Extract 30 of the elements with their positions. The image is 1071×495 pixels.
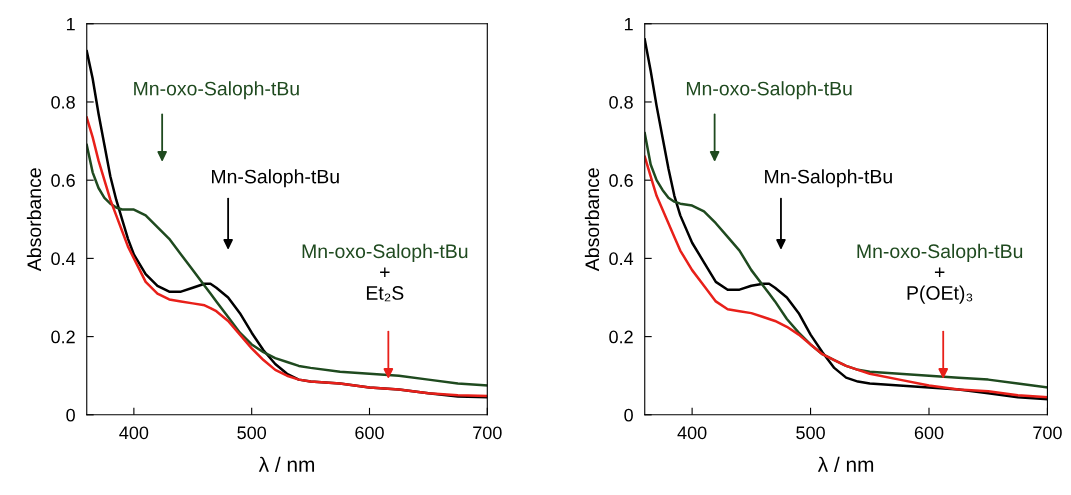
text: Mn-Saloph-tBu: [212, 169, 339, 188]
x-tick-label: 600: [914, 426, 944, 440]
x-tick-label: 400: [119, 426, 149, 440]
text: Mn-oxo-Saloph-tBu: [686, 81, 852, 100]
y-tick-label: 0.2: [51, 330, 75, 344]
x-tick-label: 700: [1033, 426, 1062, 440]
text: Mn-Saloph-tBu: [765, 169, 892, 188]
y-tick-label: 1: [624, 17, 633, 31]
annotation: Mn-oxo-Saloph-tBu + P(OEt)₃: [857, 243, 1023, 304]
x-tick-label: 600: [355, 426, 384, 440]
x-tick-label: 500: [237, 426, 267, 440]
y-axis-title: Absorbance: [26, 168, 42, 272]
y-tick-label: 0.2: [609, 330, 633, 344]
x-axis-title: λ / nm: [258, 456, 315, 472]
text: Mn-oxo-Saloph-tBu: [134, 81, 299, 100]
y-tick-label: 0.6: [609, 174, 633, 187]
x-axis-title: λ / nm: [817, 456, 874, 472]
y-axis-title: Absorbance: [584, 168, 600, 272]
y-tick-label: 0: [624, 408, 633, 422]
y-tick-label: 0.4: [51, 252, 76, 266]
y-tick-label: 0.8: [609, 95, 633, 109]
y-tick-label: 0.8: [51, 95, 75, 109]
y-tick-label: 0.6: [51, 174, 75, 187]
x-tick-label: 700: [473, 426, 502, 440]
y-tick-label: 0: [66, 408, 75, 422]
x-tick-label: 500: [796, 426, 825, 440]
x-tick-label: 400: [677, 426, 707, 440]
y-tick-label: 1: [66, 17, 75, 31]
annotation: Mn-oxo-Saloph-tBu + Et₂S: [302, 243, 468, 302]
y-tick-label: 0.4: [609, 252, 634, 266]
